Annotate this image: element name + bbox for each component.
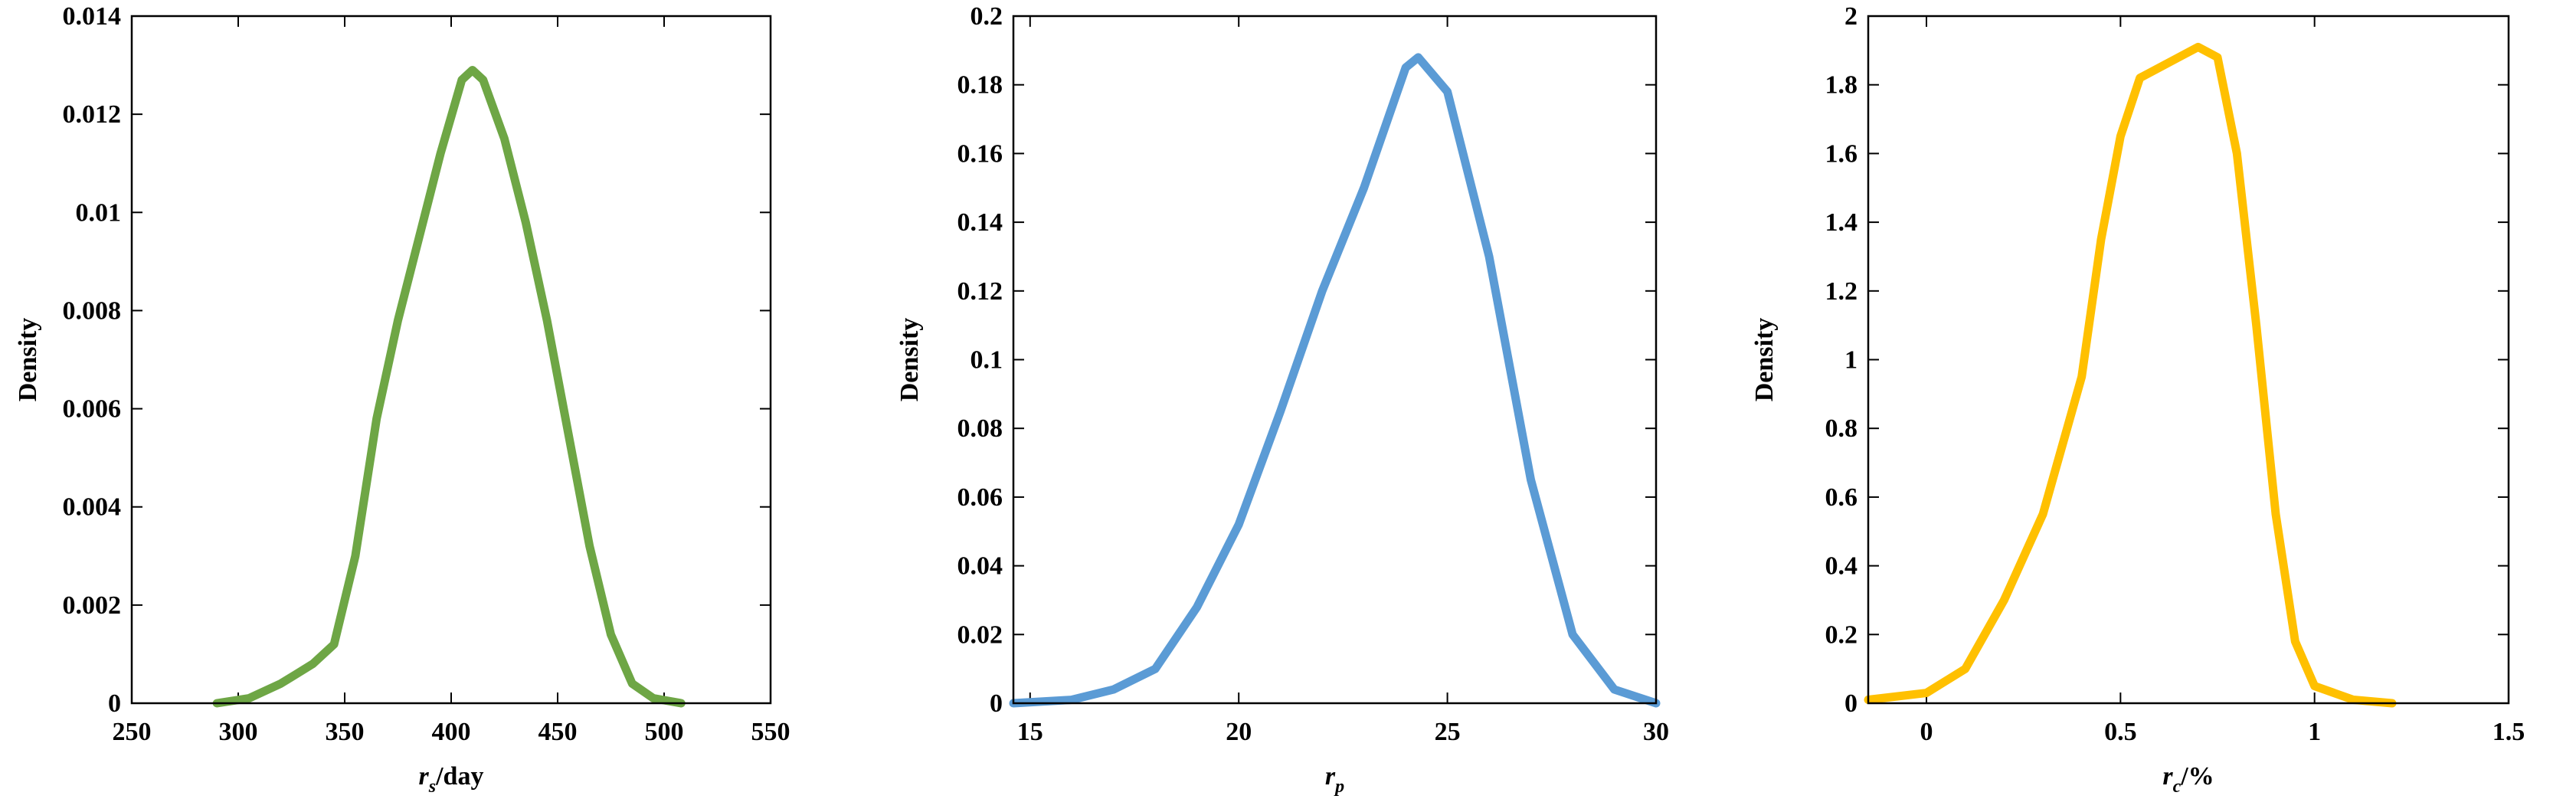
- y-tick-label: 0.8: [1825, 414, 1858, 443]
- x-axis-label: rp: [1325, 762, 1344, 797]
- y-tick-label: 0.2: [971, 2, 1003, 31]
- x-axis-label: rc/%: [2162, 762, 2214, 797]
- y-tick-label: 0.014: [63, 2, 122, 31]
- x-label-subscript: p: [1334, 777, 1344, 797]
- y-tick-label: 2: [1844, 2, 1858, 31]
- panel: 0 0.2 0.4 0.6 0.8 1 1.2 1.4 1.6 1.8 2 0 0.5 1 1.5 Densi…: [1750, 2, 2525, 797]
- x-axis-label: rs/day: [419, 762, 484, 797]
- x-label-subscript: c: [2173, 777, 2182, 797]
- x-tick-label: 450: [538, 718, 578, 746]
- y-tick-label: 0.004: [63, 493, 122, 522]
- y-tick-label: 0: [108, 689, 121, 718]
- x-tick-label: 400: [432, 718, 471, 746]
- y-tick-label: 0.4: [1825, 552, 1858, 581]
- x-tick-label: 25: [1435, 718, 1461, 746]
- y-tick-label: 0.04: [957, 552, 1003, 581]
- x-tick-label: 500: [645, 718, 684, 746]
- y-tick-label: 0.12: [957, 277, 1003, 306]
- panel: 0 0.002 0.004 0.006 0.008 0.01 0.012 0.014 250 30…: [14, 2, 790, 797]
- y-tick-label: 0.01: [76, 198, 122, 227]
- x-label-symbol: r: [1325, 762, 1336, 791]
- y-tick-label: 0.08: [957, 414, 1003, 443]
- y-tick-label: 1: [1844, 346, 1858, 375]
- x-tick-label: 20: [1226, 718, 1252, 746]
- x-label-suffix: /day: [435, 762, 483, 791]
- y-tick-label: 0.06: [957, 483, 1003, 512]
- axes-box: [130, 15, 772, 705]
- y-tick-label: 1.8: [1825, 71, 1858, 100]
- y-tick-label: 0.14: [957, 208, 1003, 237]
- y-tick-label: 0: [990, 689, 1003, 718]
- axes-box: [1012, 15, 1658, 705]
- x-tick-label: 300: [219, 718, 258, 746]
- x-tick-label: 1.5: [2493, 718, 2525, 746]
- y-tick-label: 0.006: [63, 395, 122, 424]
- x-label-suffix: /%: [2180, 762, 2214, 791]
- y-tick-label: 0.02: [957, 620, 1003, 649]
- x-tick-label: 15: [1017, 718, 1043, 746]
- y-tick-label: 1.2: [1825, 277, 1858, 306]
- y-axis-label: Density: [895, 318, 924, 402]
- y-tick-label: 0.1: [971, 346, 1003, 375]
- y-tick-label: 0.16: [957, 139, 1003, 168]
- y-tick-label: 1.6: [1825, 139, 1858, 168]
- y-axis-label: Density: [14, 318, 42, 402]
- x-label-symbol: r: [419, 762, 430, 791]
- y-tick-label: 0.012: [63, 100, 122, 129]
- y-axis-label: Density: [1750, 318, 1779, 402]
- y-tick-label: 0: [1844, 689, 1858, 718]
- x-tick-label: 0: [1920, 718, 1933, 746]
- density-line: [1009, 53, 1661, 708]
- density-line: [212, 65, 686, 708]
- x-tick-label: 30: [1643, 718, 1669, 746]
- y-tick-label: 0.6: [1825, 483, 1858, 512]
- x-tick-label: 350: [326, 718, 365, 746]
- x-tick-label: 0.5: [2104, 718, 2137, 746]
- y-tick-label: 0.2: [1825, 620, 1858, 649]
- x-tick-label: 250: [113, 718, 152, 746]
- y-tick-label: 0.002: [63, 591, 122, 620]
- x-label-subscript: s: [428, 777, 436, 797]
- y-tick-label: 1.4: [1825, 208, 1858, 237]
- y-tick-label: 0.18: [957, 71, 1003, 100]
- x-tick-label: 550: [751, 718, 790, 746]
- x-tick-label: 1: [2308, 718, 2321, 746]
- density-line: [1864, 42, 2397, 708]
- panel: 0 0.02 0.04 0.06 0.08 0.1 0.12 0.14 0.16 0.18 0.2 1…: [895, 2, 1669, 797]
- axes-box: [1867, 15, 2510, 705]
- y-tick-label: 0.008: [63, 296, 122, 325]
- x-label-symbol: r: [2162, 762, 2173, 791]
